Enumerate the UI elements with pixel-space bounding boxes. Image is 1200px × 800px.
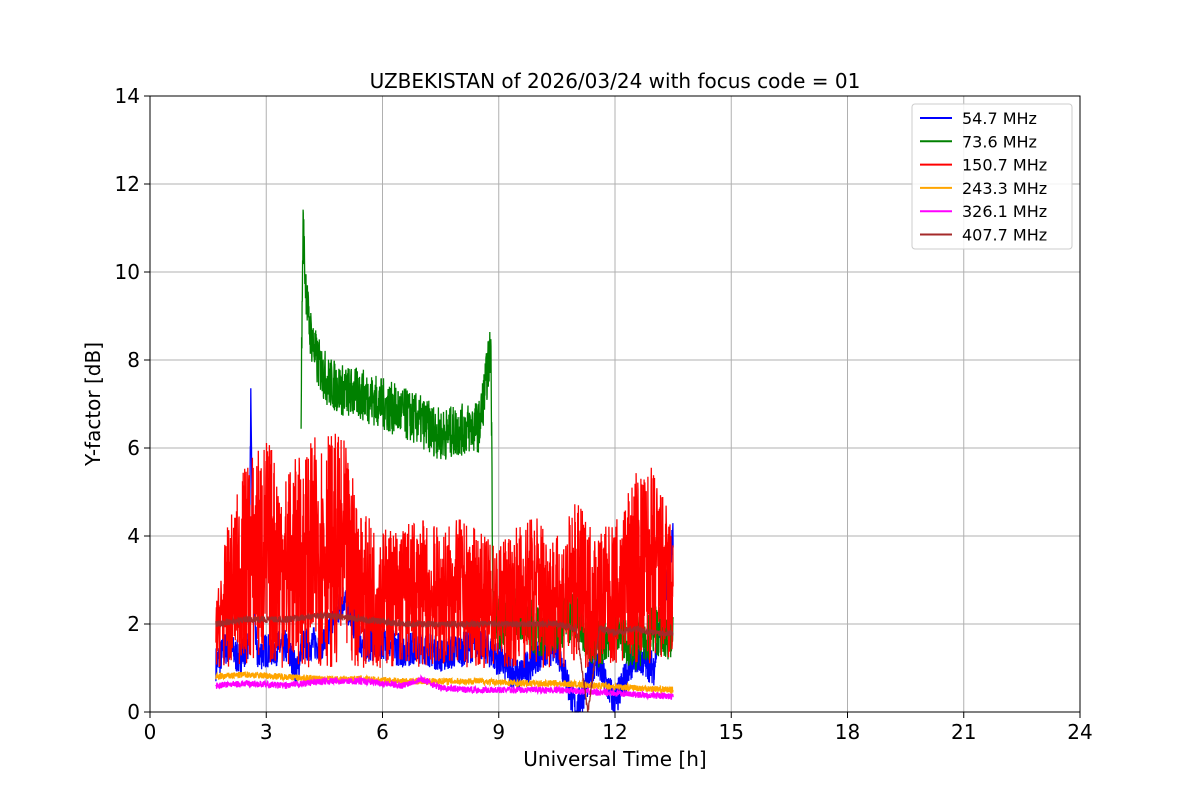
chart-title: UZBEKISTAN of 2026/03/24 with focus code… bbox=[370, 69, 861, 93]
y-axis: 0 2 4 6 8 10 12 14 bbox=[115, 84, 150, 724]
y-tick-label: 2 bbox=[127, 612, 140, 636]
series-layer bbox=[215, 209, 674, 713]
y-tick-label: 8 bbox=[127, 348, 140, 372]
y-tick-label: 12 bbox=[115, 172, 140, 196]
legend-box bbox=[911, 103, 1073, 250]
x-tick-label: 24 bbox=[1067, 720, 1092, 744]
x-tick-label: 12 bbox=[602, 720, 627, 744]
x-tick-label: 0 bbox=[144, 720, 157, 744]
y-tick-label: 10 bbox=[115, 260, 140, 284]
series-line bbox=[215, 674, 674, 701]
x-axis: 0 3 6 9 12 15 18 21 24 bbox=[144, 712, 1093, 744]
series-line bbox=[215, 610, 674, 713]
x-tick-label: 15 bbox=[719, 720, 744, 744]
legend-entry: 73.6 MHz bbox=[962, 132, 1037, 151]
y-tick-label: 4 bbox=[127, 524, 140, 548]
legend-entry: 243.3 MHz bbox=[962, 179, 1047, 198]
legend-entry: 150.7 MHz bbox=[962, 156, 1047, 175]
legend-entry: 407.7 MHz bbox=[962, 226, 1047, 245]
x-tick-label: 18 bbox=[835, 720, 860, 744]
legend: 54.7 MHz 73.6 MHz 150.7 MHz 243.3 MHz 32… bbox=[911, 103, 1073, 250]
series-line bbox=[215, 433, 674, 669]
y-tick-label: 14 bbox=[115, 84, 140, 108]
x-tick-label: 9 bbox=[492, 720, 505, 744]
legend-entry: 326.1 MHz bbox=[962, 202, 1047, 221]
x-tick-label: 6 bbox=[376, 720, 389, 744]
x-tick-label: 3 bbox=[260, 720, 273, 744]
series-line bbox=[215, 671, 674, 696]
y-axis-label: Y-factor [dB] bbox=[81, 342, 105, 467]
legend-entry: 54.7 MHz bbox=[962, 109, 1037, 128]
x-tick-label: 21 bbox=[951, 720, 976, 744]
y-tick-label: 6 bbox=[127, 436, 140, 460]
x-axis-label: Universal Time [h] bbox=[523, 747, 706, 771]
y-tick-label: 0 bbox=[127, 700, 140, 724]
